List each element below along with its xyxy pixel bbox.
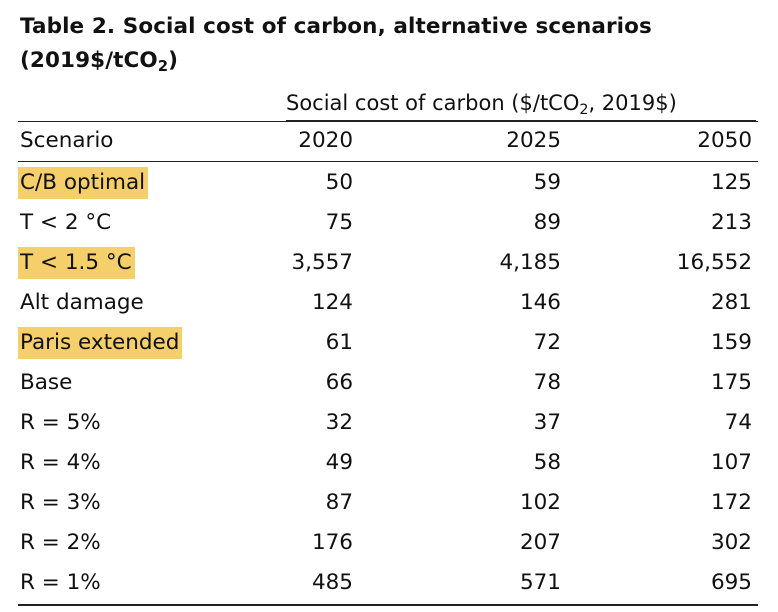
table-row: R = 1% 485 571 695 (0, 563, 778, 603)
table-row: T < 2 °C 75 89 213 (0, 203, 778, 243)
scenario-cell: R = 2% (20, 523, 101, 563)
scenario-cell: C/B optimal (18, 163, 149, 203)
value-2050: 107 (710, 450, 752, 475)
table-row: R = 4% 49 58 107 (0, 443, 778, 483)
value-2020: 176 (311, 530, 353, 555)
scenario-label: Base (20, 370, 73, 395)
spanner-rule (286, 120, 756, 121)
table-row: R = 2% 176 207 302 (0, 523, 778, 563)
column-header-2020: 2020 (298, 128, 353, 153)
value-2050: 175 (710, 370, 752, 395)
value-2050: 74 (724, 410, 752, 435)
scenario-label: R = 1% (20, 570, 101, 595)
scenario-label: R = 3% (20, 490, 101, 515)
value-2050: 16,552 (676, 250, 752, 275)
spanner-prefix: Social cost of carbon ($/tCO (286, 91, 580, 115)
title-units-subscript: 2 (157, 58, 169, 76)
value-2025: 37 (533, 410, 561, 435)
table-title-line1: Table 2. Social cost of carbon, alternat… (20, 14, 652, 39)
value-2025: 146 (519, 290, 561, 315)
table-top-rule (18, 121, 758, 122)
scenario-label: Paris extended (18, 327, 183, 359)
scenario-cell: T < 1.5 °C (18, 243, 135, 283)
scenario-cell: Alt damage (20, 283, 144, 323)
value-2050: 159 (710, 330, 752, 355)
table-bottom-rule (18, 604, 758, 606)
value-2020: 61 (325, 330, 353, 355)
column-header-2025: 2025 (506, 128, 561, 153)
value-2020: 3,557 (291, 250, 353, 275)
value-2025: 102 (519, 490, 561, 515)
scenario-cell: R = 3% (20, 483, 101, 523)
spanner-suffix: , 2019$) (588, 91, 677, 115)
table-row: Paris extended 61 72 159 (0, 323, 778, 363)
value-2050: 302 (710, 530, 752, 555)
scenario-cell: Paris extended (18, 323, 183, 363)
scenario-label: T < 1.5 °C (18, 247, 135, 279)
value-2050: 172 (710, 490, 752, 515)
column-header-row: Scenario 2020 2025 2050 (0, 121, 778, 161)
scenario-cell: R = 4% (20, 443, 101, 483)
value-2025: 571 (519, 570, 561, 595)
value-2020: 32 (325, 410, 353, 435)
value-2025: 207 (519, 530, 561, 555)
scenario-label: R = 5% (20, 410, 101, 435)
value-2050: 125 (710, 170, 752, 195)
scenario-cell: Base (20, 363, 72, 403)
scenario-cell: R = 1% (20, 563, 101, 603)
title-units-suffix: ) (168, 48, 179, 73)
value-2020: 75 (325, 210, 353, 235)
table-title-units: (2019$/tCO2) (20, 48, 179, 76)
value-2020: 124 (311, 290, 353, 315)
table-row: T < 1.5 °C 3,557 4,185 16,552 (0, 243, 778, 283)
column-header-scenario: Scenario (20, 128, 114, 153)
table-row: R = 3% 87 102 172 (0, 483, 778, 523)
scenario-label: R = 2% (20, 530, 101, 555)
column-spanner-header: Social cost of carbon ($/tCO2, 2019$) (286, 88, 756, 118)
header-rule (18, 161, 758, 162)
table-row: Alt damage 124 146 281 (0, 283, 778, 323)
value-2020: 49 (325, 450, 353, 475)
title-units-prefix: (2019$/tCO (20, 48, 158, 73)
value-2025: 89 (533, 210, 561, 235)
value-2025: 78 (533, 370, 561, 395)
column-header-2050: 2050 (697, 128, 752, 153)
table-title: Table 2. Social cost of carbon, alternat… (20, 10, 772, 78)
value-2025: 72 (533, 330, 561, 355)
table-row: R = 5% 32 37 74 (0, 403, 778, 443)
scenario-label: T < 2 °C (20, 210, 112, 235)
value-2025: 58 (533, 450, 561, 475)
value-2020: 66 (325, 370, 353, 395)
table-row: C/B optimal 50 59 125 (0, 163, 778, 203)
value-2025: 4,185 (499, 250, 561, 275)
spanner-subscript: 2 (579, 101, 589, 118)
value-2020: 87 (325, 490, 353, 515)
value-2050: 695 (710, 570, 752, 595)
scenario-cell: R = 5% (20, 403, 101, 443)
scenario-label: Alt damage (20, 290, 144, 315)
value-2050: 281 (710, 290, 752, 315)
value-2050: 213 (710, 210, 752, 235)
scenario-cell: T < 2 °C (20, 203, 111, 243)
scenario-label: C/B optimal (18, 167, 149, 199)
scenario-label: R = 4% (20, 450, 101, 475)
value-2020: 50 (325, 170, 353, 195)
value-2025: 59 (533, 170, 561, 195)
value-2020: 485 (311, 570, 353, 595)
table-row: Base 66 78 175 (0, 363, 778, 403)
